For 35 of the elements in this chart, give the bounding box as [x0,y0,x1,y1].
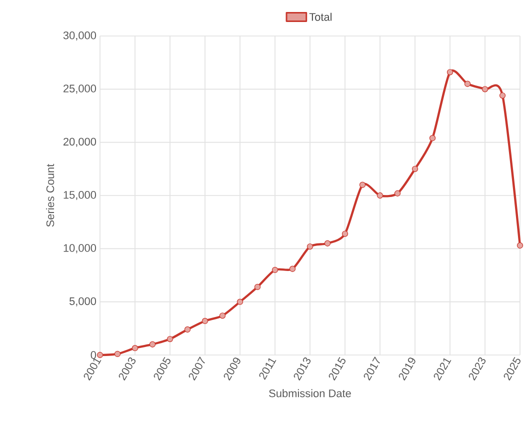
point [376,192,384,199]
point [429,134,436,142]
point [166,336,174,342]
point [342,230,348,237]
point [149,341,156,348]
y-axis-title: Series Count [46,164,54,227]
y-tick-label: 25,000 [64,84,96,94]
point [446,69,454,76]
point [236,298,244,305]
point [306,243,314,250]
point [324,240,331,246]
point [184,326,191,333]
y-tick-label: 20,000 [64,138,96,147]
point [359,182,366,188]
y-tick-label: 10,000 [64,244,96,254]
point [114,350,121,358]
y-tick-label: 30,000 [63,31,96,41]
point [289,266,296,272]
point [464,80,471,87]
point [132,344,138,352]
point [254,284,261,290]
point [394,190,401,196]
y-tick-label: 15,000 [64,190,96,200]
x-axis-title: Submission Date [269,389,351,398]
legend-label: Total [309,12,332,21]
point [272,266,278,274]
point [516,242,524,249]
y-tick-label: 0 [90,351,96,359]
point [499,92,506,99]
point [412,166,418,172]
point [202,318,208,324]
point [219,312,226,319]
point [482,86,488,92]
point [96,352,104,358]
y-tick-label: 5,000 [69,297,96,306]
